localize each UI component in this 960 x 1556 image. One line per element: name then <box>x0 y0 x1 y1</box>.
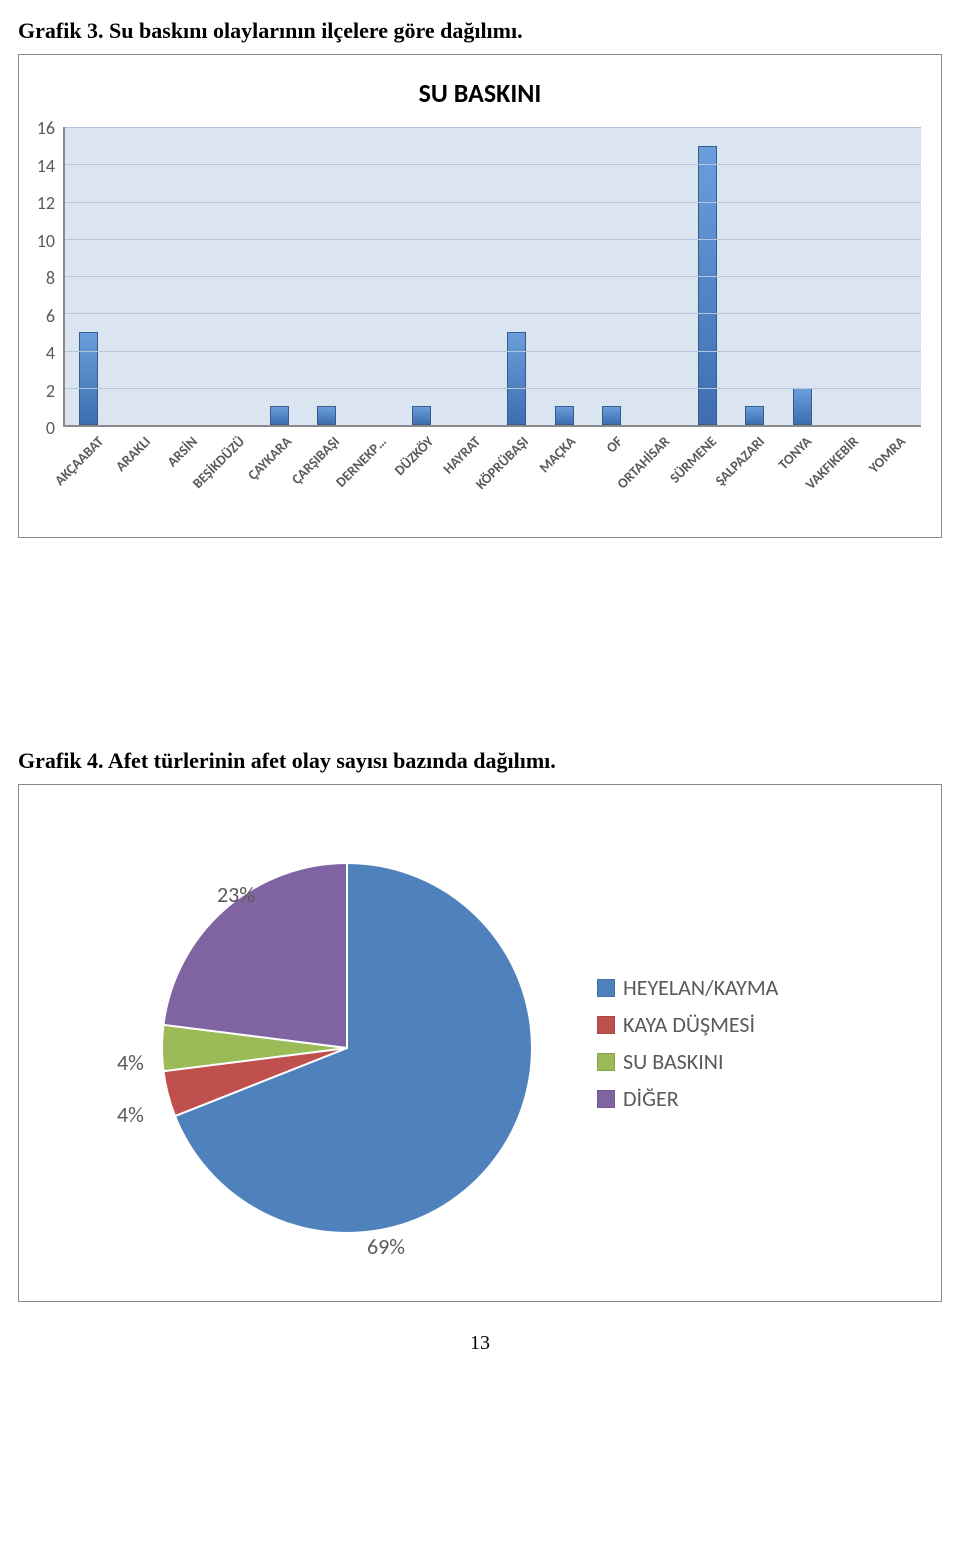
legend-label: HEYELAN/KAYMA <box>623 974 778 1001</box>
bar <box>270 406 289 425</box>
x-tick-label: ARSİN <box>164 433 201 470</box>
x-label-slot: MAÇKA <box>543 427 590 523</box>
gridline <box>65 351 921 352</box>
legend-item: SU BASKINI <box>597 1048 778 1075</box>
y-tick-label: 0 <box>46 417 55 439</box>
figure-caption-2: Grafik 4. Afet türlerinin afet olay sayı… <box>18 748 942 774</box>
pie-chart-legend: HEYELAN/KAYMA KAYA DÜŞMESİ SU BASKINI DİĞER <box>597 964 778 1122</box>
bar-chart-x-labels: AKÇAABATARAKLIARSİNBEŞİKDÜZÜÇAYKARAÇARŞI… <box>71 427 921 523</box>
y-tick-label: 12 <box>37 192 55 214</box>
legend-item: HEYELAN/KAYMA <box>597 974 778 1001</box>
legend-label: SU BASKINI <box>623 1048 724 1075</box>
pie-data-label: 4% <box>117 1049 144 1076</box>
x-label-slot: KÖPRÜBAŞI <box>496 427 543 523</box>
legend-swatch <box>597 1090 615 1108</box>
gridline <box>65 276 921 277</box>
pie-chart-plot: 69% 4% 4% 23% <box>37 813 597 1273</box>
gridline <box>65 388 921 389</box>
gridline <box>65 202 921 203</box>
legend-swatch <box>597 1016 615 1034</box>
y-tick-label: 2 <box>46 380 55 402</box>
y-tick-label: 8 <box>46 267 55 289</box>
figure-caption-1: Grafik 3. Su baskını olaylarının ilçeler… <box>18 18 942 44</box>
x-label-slot: YOMRA <box>874 427 921 523</box>
legend-label: DİĞER <box>623 1085 679 1112</box>
pie-data-label: 23% <box>217 881 255 908</box>
x-label-slot: DÜZKÖY <box>402 427 449 523</box>
gridline <box>65 164 921 165</box>
pie-chart-svg <box>37 813 597 1273</box>
bar <box>317 406 336 425</box>
y-tick-label: 10 <box>37 230 55 252</box>
pie-data-label: 4% <box>117 1101 144 1128</box>
x-tick-label: OF <box>603 433 626 456</box>
bar-chart-y-axis: 1614121086420 <box>33 127 63 427</box>
y-tick-label: 14 <box>37 155 55 177</box>
bar <box>602 406 621 425</box>
pie-data-label: 69% <box>367 1233 405 1260</box>
legend-item: DİĞER <box>597 1085 778 1112</box>
gridline <box>65 239 921 240</box>
bar-chart-title: SU BASKINI <box>33 77 927 109</box>
gridline <box>65 313 921 314</box>
bar <box>793 388 812 425</box>
bar <box>507 332 526 425</box>
page-number: 13 <box>18 1332 942 1355</box>
legend-swatch <box>597 1053 615 1071</box>
bar-chart-frame: SU BASKINI 1614121086420 AKÇAABATARAKLIA… <box>18 54 942 538</box>
x-label-slot: ARAKLI <box>118 427 165 523</box>
pie-slice <box>163 863 347 1048</box>
bar <box>79 332 98 425</box>
bar <box>555 406 574 425</box>
x-tick-label: ARAKLI <box>112 433 154 475</box>
x-tick-label: AKÇAABAT <box>51 433 107 489</box>
legend-swatch <box>597 979 615 997</box>
y-tick-label: 4 <box>46 342 55 364</box>
legend-item: KAYA DÜŞMESİ <box>597 1011 778 1038</box>
bar <box>698 146 717 425</box>
bar-chart-plot <box>63 127 921 427</box>
bar <box>412 406 431 425</box>
x-label-slot: DERNEKP… <box>354 427 401 523</box>
gridline <box>65 127 921 128</box>
x-tick-label: TONYA <box>775 433 815 473</box>
bar-chart-area: 1614121086420 <box>33 127 927 427</box>
y-tick-label: 6 <box>46 305 55 327</box>
bar <box>745 406 764 425</box>
x-label-slot: AKÇAABAT <box>71 427 118 523</box>
legend-label: KAYA DÜŞMESİ <box>623 1011 755 1038</box>
pie-chart-frame: 69% 4% 4% 23% HEYELAN/KAYMA KAYA DÜŞMESİ SU B… <box>18 784 942 1302</box>
x-label-slot: ŞALPAZARI <box>732 427 779 523</box>
y-tick-label: 16 <box>37 117 55 139</box>
x-label-slot: VAKFIKEBİR <box>827 427 874 523</box>
